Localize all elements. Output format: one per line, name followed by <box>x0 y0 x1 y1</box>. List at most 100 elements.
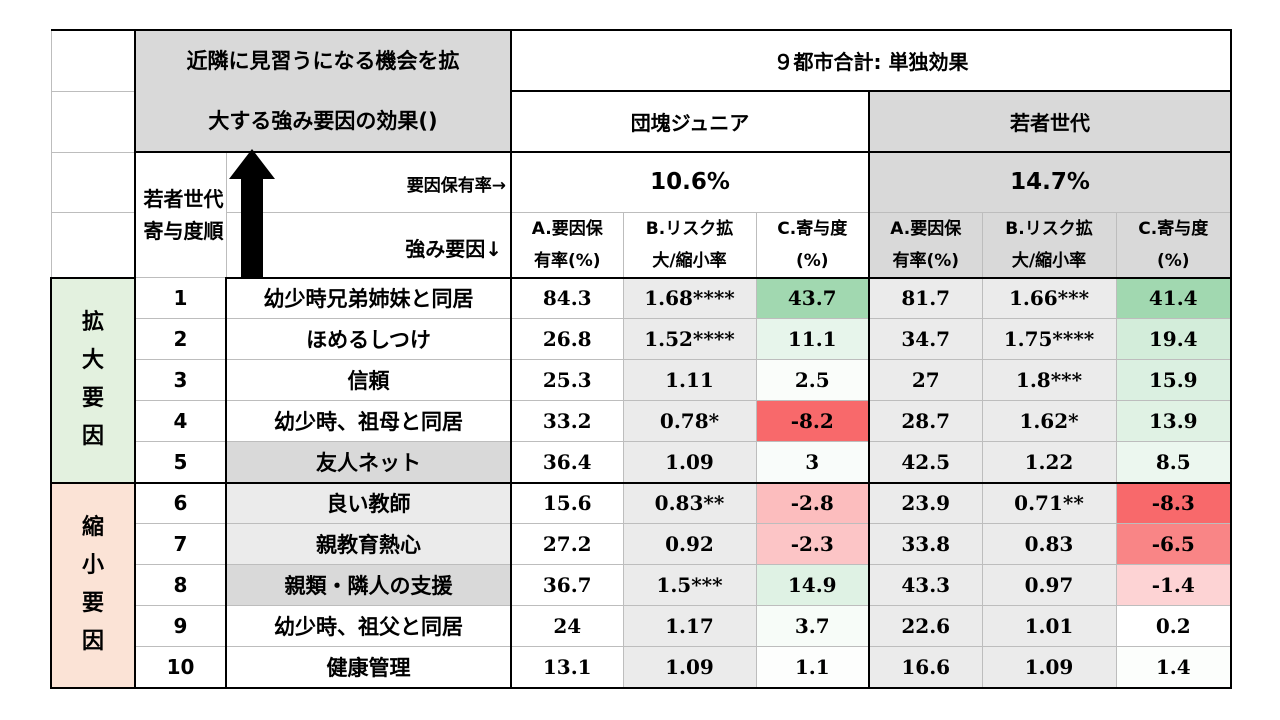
rank-cell[interactable]: 4 <box>134 400 227 442</box>
cell-b-youth[interactable]: 1.75**** <box>981 318 1117 360</box>
cell-a-youth[interactable]: 27 <box>868 359 983 401</box>
cell-c-youth[interactable]: 1.4 <box>1115 646 1232 689</box>
cell-b-dankai[interactable]: 1.68**** <box>622 277 757 319</box>
factor-label-cell[interactable]: 強み要因↓ <box>225 211 512 279</box>
group-header-youth[interactable]: 若者世代 <box>868 90 1232 153</box>
cell-c-youth[interactable]: 8.5 <box>1115 441 1232 483</box>
col-a-header-dankai[interactable]: A.要因保 有率(%) <box>510 211 624 279</box>
rank-order-label[interactable]: 若者世代寄与度順 <box>134 151 227 278</box>
cell-c-youth[interactable]: 13.9 <box>1115 400 1232 442</box>
rank-cell[interactable]: 7 <box>134 523 227 565</box>
cell-b-dankai[interactable]: 0.92 <box>622 523 757 565</box>
rate-label-cell[interactable]: 要因保有率→ <box>225 151 512 213</box>
factor-cell[interactable]: 幼少時、祖母と同居 <box>225 400 512 442</box>
factor-cell[interactable]: 幼少時兄弟姉妹と同居 <box>225 277 512 319</box>
corner-blank-1[interactable] <box>50 29 136 92</box>
factor-cell[interactable]: 友人ネット <box>225 441 512 483</box>
rank-cell[interactable]: 6 <box>134 481 227 524</box>
corner-blank-2[interactable] <box>50 90 136 153</box>
col-a-header-youth[interactable]: A.要因保 有率(%) <box>868 211 983 279</box>
cell-b-youth[interactable]: 0.71** <box>981 481 1117 524</box>
cell-a-youth[interactable]: 16.6 <box>868 646 983 689</box>
cell-c-dankai[interactable]: 3.7 <box>755 605 870 647</box>
cell-b-dankai[interactable]: 1.17 <box>622 605 757 647</box>
rank-cell[interactable]: 10 <box>134 646 227 689</box>
corner-blank-3[interactable] <box>50 151 136 213</box>
factor-cell[interactable]: 信頼 <box>225 359 512 401</box>
cell-a-dankai[interactable]: 26.8 <box>510 318 624 360</box>
cell-c-youth[interactable]: 0.2 <box>1115 605 1232 647</box>
cell-c-youth[interactable]: 41.4 <box>1115 277 1232 319</box>
factor-cell[interactable]: ほめるしつけ <box>225 318 512 360</box>
factor-cell[interactable]: 幼少時、祖父と同居 <box>225 605 512 647</box>
cell-a-youth[interactable]: 81.7 <box>868 277 983 319</box>
cell-c-youth[interactable]: -8.3 <box>1115 481 1232 524</box>
table-title[interactable]: 近隣に見習うになる機会を拡 大する強み要因の効果() <box>134 29 512 153</box>
cell-b-youth[interactable]: 0.97 <box>981 564 1117 606</box>
col-b-header-youth[interactable]: B.リスク拡 大/縮小率 <box>981 211 1117 279</box>
cell-c-dankai[interactable]: -2.3 <box>755 523 870 565</box>
cell-a-dankai[interactable]: 33.2 <box>510 400 624 442</box>
cell-b-dankai[interactable]: 1.11 <box>622 359 757 401</box>
rank-cell[interactable]: 9 <box>134 605 227 647</box>
cell-c-dankai[interactable]: 11.1 <box>755 318 870 360</box>
cell-b-dankai[interactable]: 0.83** <box>622 481 757 524</box>
side-label-expand[interactable]: 拡大要因 <box>50 277 136 483</box>
col-b-header-dankai[interactable]: B.リスク拡 大/縮小率 <box>622 211 757 279</box>
cell-a-dankai[interactable]: 36.7 <box>510 564 624 606</box>
cell-b-dankai[interactable]: 0.78* <box>622 400 757 442</box>
cell-c-dankai[interactable]: 2.5 <box>755 359 870 401</box>
rank-cell[interactable]: 2 <box>134 318 227 360</box>
rank-cell[interactable]: 3 <box>134 359 227 401</box>
cell-c-youth[interactable]: -6.5 <box>1115 523 1232 565</box>
cell-b-youth[interactable]: 1.66*** <box>981 277 1117 319</box>
cell-c-dankai[interactable]: -8.2 <box>755 400 870 442</box>
cell-c-dankai[interactable]: 3 <box>755 441 870 483</box>
cell-b-youth[interactable]: 1.62* <box>981 400 1117 442</box>
cell-c-dankai[interactable]: 1.1 <box>755 646 870 689</box>
group-header-dankai[interactable]: 団塊ジュニア <box>510 90 870 153</box>
cell-a-dankai[interactable]: 27.2 <box>510 523 624 565</box>
cell-a-dankai[interactable]: 24 <box>510 605 624 647</box>
cell-a-dankai[interactable]: 25.3 <box>510 359 624 401</box>
cell-b-dankai[interactable]: 1.52**** <box>622 318 757 360</box>
cell-b-youth[interactable]: 1.01 <box>981 605 1117 647</box>
factor-cell[interactable]: 健康管理 <box>225 646 512 689</box>
top-header[interactable]: ９都市合計: 単独効果 <box>510 29 1232 92</box>
cell-a-youth[interactable]: 42.5 <box>868 441 983 483</box>
cell-a-youth[interactable]: 22.6 <box>868 605 983 647</box>
corner-blank-4[interactable] <box>50 211 136 279</box>
factor-cell[interactable]: 親教育熱心 <box>225 523 512 565</box>
rank-cell[interactable]: 8 <box>134 564 227 606</box>
cell-a-youth[interactable]: 34.7 <box>868 318 983 360</box>
cell-a-dankai[interactable]: 13.1 <box>510 646 624 689</box>
cell-c-dankai[interactable]: 14.9 <box>755 564 870 606</box>
cell-a-dankai[interactable]: 84.3 <box>510 277 624 319</box>
cell-a-youth[interactable]: 43.3 <box>868 564 983 606</box>
factor-cell[interactable]: 親類・隣人の支援 <box>225 564 512 606</box>
cell-a-youth[interactable]: 33.8 <box>868 523 983 565</box>
group-rate-dankai[interactable]: 10.6% <box>510 151 870 213</box>
cell-b-youth[interactable]: 1.09 <box>981 646 1117 689</box>
col-c-header-youth[interactable]: C.寄与度 (%) <box>1115 211 1232 279</box>
cell-b-youth[interactable]: 1.22 <box>981 441 1117 483</box>
cell-b-youth[interactable]: 1.8*** <box>981 359 1117 401</box>
cell-b-dankai[interactable]: 1.09 <box>622 646 757 689</box>
cell-a-dankai[interactable]: 36.4 <box>510 441 624 483</box>
cell-b-dankai[interactable]: 1.09 <box>622 441 757 483</box>
factor-cell[interactable]: 良い教師 <box>225 481 512 524</box>
cell-a-youth[interactable]: 28.7 <box>868 400 983 442</box>
cell-b-dankai[interactable]: 1.5*** <box>622 564 757 606</box>
cell-b-youth[interactable]: 0.83 <box>981 523 1117 565</box>
cell-a-youth[interactable]: 23.9 <box>868 481 983 524</box>
rank-cell[interactable]: 1 <box>134 277 227 319</box>
cell-c-youth[interactable]: 19.4 <box>1115 318 1232 360</box>
cell-c-youth[interactable]: 15.9 <box>1115 359 1232 401</box>
cell-c-dankai[interactable]: -2.8 <box>755 481 870 524</box>
cell-a-dankai[interactable]: 15.6 <box>510 481 624 524</box>
group-rate-youth[interactable]: 14.7% <box>868 151 1232 213</box>
cell-c-youth[interactable]: -1.4 <box>1115 564 1232 606</box>
side-label-shrink[interactable]: 縮小要因 <box>50 481 136 689</box>
col-c-header-dankai[interactable]: C.寄与度 (%) <box>755 211 870 279</box>
cell-c-dankai[interactable]: 43.7 <box>755 277 870 319</box>
